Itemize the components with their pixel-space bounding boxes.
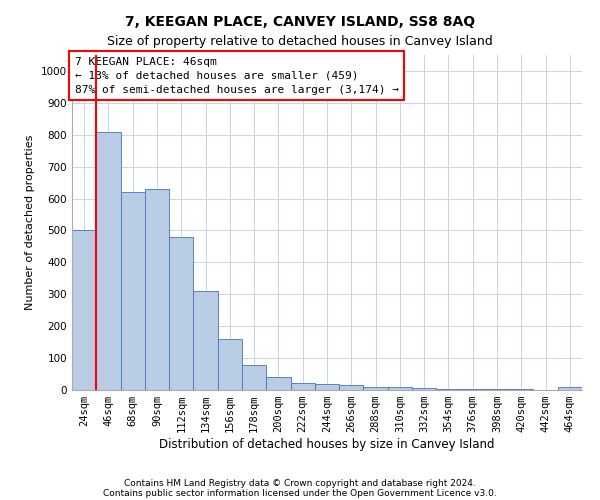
Text: Contains public sector information licensed under the Open Government Licence v3: Contains public sector information licen… (103, 488, 497, 498)
Text: 7, KEEGAN PLACE, CANVEY ISLAND, SS8 8AQ: 7, KEEGAN PLACE, CANVEY ISLAND, SS8 8AQ (125, 15, 475, 29)
Bar (96, 132, 121, 390)
Bar (72, 230, 96, 390)
Bar (558, 387, 582, 390)
Bar (242, 365, 266, 390)
Bar (290, 383, 315, 390)
Text: Size of property relative to detached houses in Canvey Island: Size of property relative to detached ho… (107, 35, 493, 48)
Bar (121, 192, 145, 390)
Bar (388, 388, 412, 390)
Bar (169, 237, 193, 390)
Bar (461, 389, 485, 390)
Bar (364, 387, 388, 390)
X-axis label: Distribution of detached houses by size in Canvey Island: Distribution of detached houses by size … (159, 438, 495, 451)
Bar (339, 385, 364, 390)
Bar (315, 384, 339, 390)
Bar (193, 291, 218, 390)
Bar (145, 189, 169, 390)
Bar (266, 376, 290, 390)
Bar (218, 339, 242, 390)
Text: 7 KEEGAN PLACE: 46sqm
← 13% of detached houses are smaller (459)
87% of semi-det: 7 KEEGAN PLACE: 46sqm ← 13% of detached … (74, 56, 398, 94)
Bar (412, 388, 436, 390)
Text: Contains HM Land Registry data © Crown copyright and database right 2024.: Contains HM Land Registry data © Crown c… (124, 478, 476, 488)
Y-axis label: Number of detached properties: Number of detached properties (25, 135, 35, 310)
Bar (436, 388, 461, 390)
